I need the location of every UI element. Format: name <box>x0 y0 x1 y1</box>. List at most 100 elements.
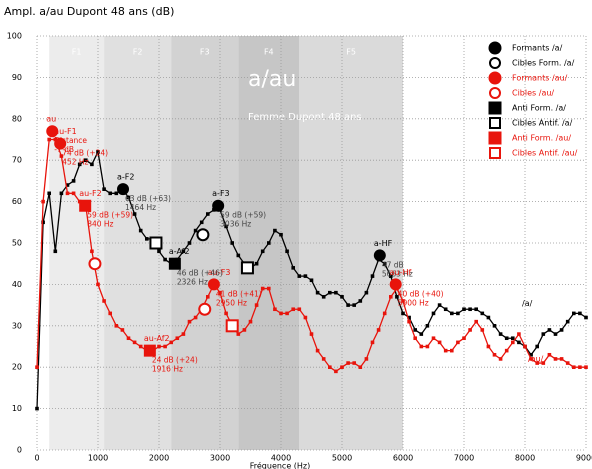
x-tick-label: 5000 <box>332 454 352 463</box>
marker <box>488 71 502 85</box>
data-point <box>358 365 363 369</box>
data-point <box>291 266 295 270</box>
data-point <box>273 307 277 312</box>
x-axis-title: Fréquence (Hz) <box>250 461 311 469</box>
data-point <box>41 199 45 204</box>
data-point <box>474 307 478 312</box>
data-point <box>248 319 253 324</box>
x-tick-label: 3000 <box>210 454 230 463</box>
data-point <box>334 369 338 374</box>
data-point <box>285 249 289 254</box>
data-point <box>114 191 119 196</box>
marker <box>489 57 501 69</box>
marker <box>168 257 181 270</box>
marker-detail: 3036 Hz <box>220 220 251 229</box>
data-point <box>90 249 94 254</box>
marker <box>149 236 163 250</box>
data-point <box>535 361 539 365</box>
marker <box>225 319 239 333</box>
data-point <box>206 212 210 216</box>
data-point <box>120 328 125 332</box>
data-point <box>504 336 509 341</box>
data-point <box>303 274 308 278</box>
marker <box>240 261 254 275</box>
series-label: /au/ <box>528 355 544 364</box>
y-tick-label: 30 <box>12 321 22 330</box>
data-point <box>132 212 137 216</box>
legend-label: Cibles Form. /a/ <box>512 59 575 68</box>
legend-label: Cibles /au/ <box>512 89 554 98</box>
data-point <box>547 328 552 332</box>
data-point <box>547 352 552 357</box>
data-point <box>84 158 88 162</box>
data-point <box>389 295 393 299</box>
data-point <box>114 324 119 328</box>
band <box>171 36 239 450</box>
data-point <box>389 274 393 278</box>
x-tick-label: 4000 <box>271 454 291 463</box>
data-point <box>517 340 521 345</box>
data-point <box>157 344 161 349</box>
data-point <box>407 315 411 320</box>
data-point <box>480 328 485 332</box>
data-point <box>450 348 454 353</box>
legend-label: Formants /au/ <box>512 74 568 83</box>
data-point <box>346 303 350 307</box>
legend-label: Anti Form. /a/ <box>512 104 566 113</box>
data-point <box>511 336 515 341</box>
marker-label: a-F2 <box>117 173 134 182</box>
data-point <box>517 332 521 336</box>
data-point <box>309 332 314 336</box>
data-point <box>480 311 485 316</box>
data-point <box>126 195 131 200</box>
data-point <box>498 332 503 336</box>
data-point <box>456 311 460 316</box>
data-point <box>364 290 369 295</box>
marker-detail: Distance <box>54 136 87 145</box>
marker <box>117 183 130 196</box>
data-point <box>193 228 198 233</box>
data-point <box>572 365 576 369</box>
data-point <box>181 332 186 336</box>
marker-detail: 63 dB (+63) <box>125 194 171 203</box>
data-point <box>297 274 302 278</box>
marker-detail: 840 Hz <box>87 220 113 229</box>
data-point <box>163 344 167 349</box>
x-tick-label: 2000 <box>149 454 169 463</box>
data-point <box>175 336 180 341</box>
data-point <box>419 344 424 349</box>
marker-detail: -7 dB <box>54 145 74 154</box>
data-point <box>352 303 356 307</box>
data-point <box>584 365 588 369</box>
data-point <box>437 340 442 345</box>
data-point <box>413 328 417 332</box>
data-point <box>279 311 283 316</box>
data-point <box>108 191 112 196</box>
marker-label: a-Af2 <box>169 247 190 256</box>
data-point <box>486 344 491 349</box>
y-tick-label: 40 <box>12 280 22 289</box>
data-point <box>382 311 387 316</box>
marker <box>373 249 386 262</box>
data-point <box>297 307 302 312</box>
data-point <box>498 357 503 361</box>
x-tick-label: 0 <box>34 454 39 463</box>
marker <box>198 302 212 316</box>
data-point <box>370 274 375 278</box>
data-point <box>407 319 411 324</box>
data-point <box>492 352 497 357</box>
marker-detail: 2326 Hz <box>177 278 208 287</box>
data-point <box>492 324 497 328</box>
y-tick-label: 80 <box>12 114 22 123</box>
data-point <box>456 340 460 345</box>
data-point <box>364 357 369 361</box>
data-point <box>230 241 234 245</box>
data-point <box>47 191 51 196</box>
data-point <box>53 249 58 254</box>
data-point <box>346 361 350 365</box>
data-point <box>559 357 564 361</box>
legend-label: Formants /a/ <box>512 44 563 53</box>
data-point <box>462 307 466 312</box>
data-point <box>187 319 192 324</box>
data-point <box>47 137 51 142</box>
